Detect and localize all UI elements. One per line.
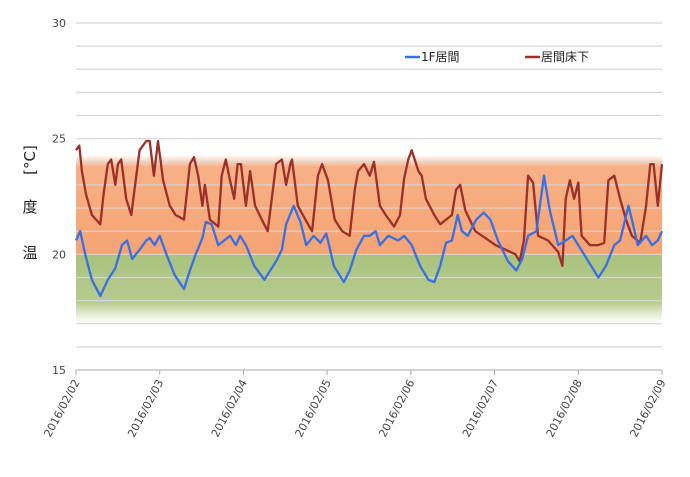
x-tick-label: 2016/02/05: [293, 377, 334, 439]
x-tick-label: 2016/02/08: [544, 377, 585, 439]
green-band: [76, 254, 662, 324]
x-tick-label: 2016/02/07: [460, 377, 501, 439]
legend-label-underfloor: 居間床下: [541, 50, 589, 64]
y-axis-label-char-1: 温: [22, 244, 37, 262]
series-line-underfloor: [75, 139, 664, 268]
legend-label-1f-living: 1F居間: [421, 50, 460, 64]
x-tick-label: 2016/02/03: [125, 377, 166, 439]
y-tick-label: 20: [52, 248, 66, 261]
y-tick-label: 30: [52, 17, 66, 30]
x-tick-label: 2016/02/04: [209, 377, 250, 439]
y-axis-label-char-2: 度: [22, 198, 37, 216]
series-line-1f-living: [74, 174, 664, 298]
x-tick-label: 2016/02/09: [627, 377, 668, 439]
y-tick-label: 15: [52, 364, 66, 377]
y-axis-label-unit: [°C]: [21, 145, 39, 175]
x-tick-label: 2016/02/06: [376, 377, 417, 439]
x-tick-label: 2016/02/02: [41, 377, 82, 439]
y-tick-label: 25: [52, 133, 66, 146]
